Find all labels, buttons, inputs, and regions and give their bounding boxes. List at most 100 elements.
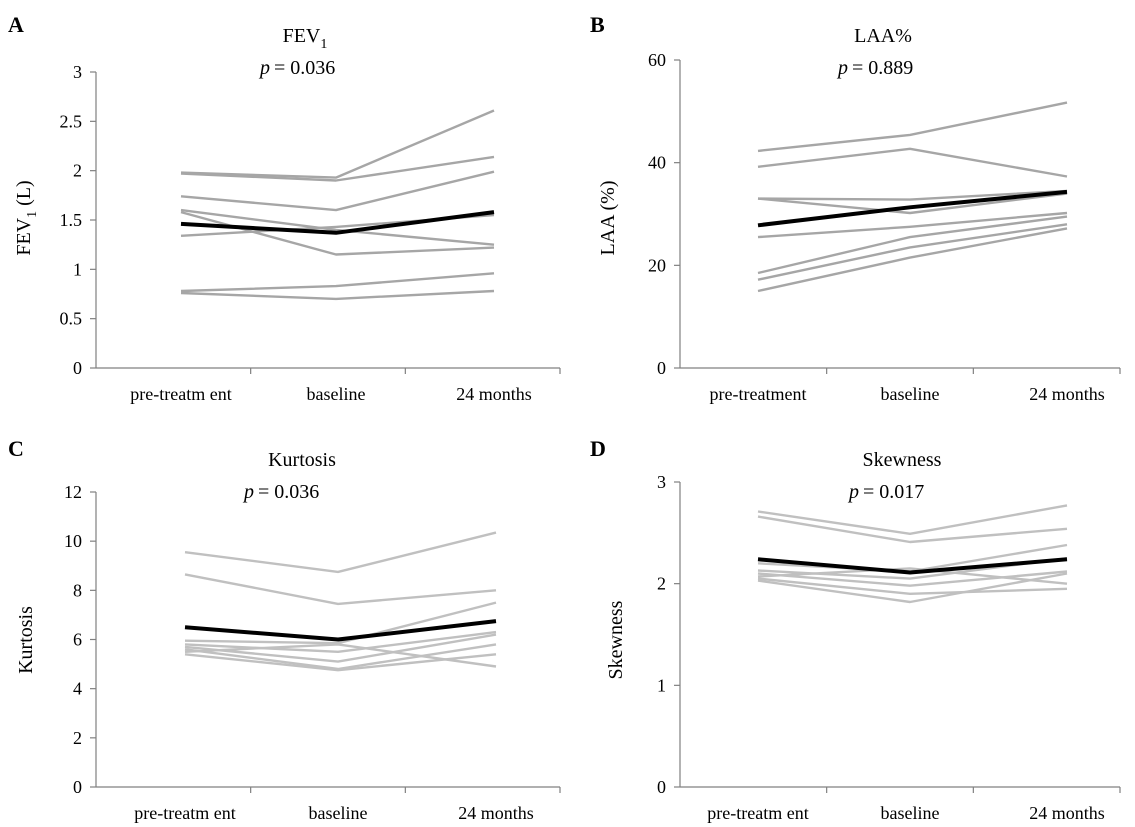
subject-series-line-d [757, 577, 1068, 595]
p-value-text-d: = 0.017 [863, 481, 924, 503]
x-tick-label-b: baseline [881, 384, 940, 404]
panel-a: A FEV1 p = 0.036 FEV1 (L) 00.511.522.53pr… [8, 12, 561, 404]
plot-area-c: 0 2 4 6 8 10 12 pre-treatm ent baseline 24 months [64, 482, 561, 823]
y-tick-label-c: 6 [73, 630, 82, 650]
y-tick-label-a: 0.5 [60, 309, 83, 329]
subject-series-line-a [180, 170, 495, 212]
mean-series-line-a [180, 210, 495, 235]
subject-series-line-c [184, 531, 497, 574]
y-tick-label-c: 10 [64, 531, 82, 551]
subject-series-line-a [180, 208, 495, 246]
y-tick-label-c: 8 [73, 580, 82, 600]
p-label-a: p [258, 57, 270, 79]
y-tick-label-c: 2 [73, 728, 82, 748]
subject-series-line-a [180, 109, 495, 179]
y-tick-label-d: 0 [657, 777, 666, 797]
p-value-text-b: = 0.889 [852, 57, 913, 79]
x-tick-label-d: 24 months [1029, 803, 1105, 823]
y-tick-label-b: 40 [648, 153, 666, 173]
panel-letter-c: C [8, 436, 24, 461]
subject-series-line-b [757, 189, 1068, 201]
plot-area-a: 0 0.5 1 1.5 2 2.5 3 pre-treatm ent baseline 24 mo… [60, 62, 561, 404]
subject-series-line-c [184, 630, 497, 653]
y-tick-label-b: 60 [648, 50, 666, 70]
y-tick-label-a: 1.5 [60, 210, 83, 230]
y-tick-label-b: 20 [648, 255, 666, 275]
subject-series-line-b [757, 147, 1068, 178]
chart-title-c: Kurtosis [268, 449, 336, 471]
plot-area-d: 0 1 2 3 pre-treatm ent baseline 24 months [657, 472, 1121, 823]
chart-title-a: FEV1 [283, 25, 328, 52]
chart-title-text-d: Skewness [863, 449, 942, 471]
y-tick-label-a: 2.5 [60, 111, 83, 131]
x-tick-label-c: pre-treatm ent [134, 803, 235, 823]
y-axis-label-text-a: FEV [13, 217, 35, 255]
mean-series-line-c [184, 619, 497, 642]
subject-series-line-d [757, 515, 1068, 544]
chart-title-sub-a: 1 [320, 37, 327, 52]
x-tick-label-c: 24 months [458, 803, 534, 823]
plot-area-b: 0 20 40 60 pre-treatment baseline 24 months [648, 50, 1121, 404]
subject-series-line-d [757, 504, 1068, 535]
p-value-d: p = 0.017 [847, 481, 924, 503]
subject-series-line-b [757, 211, 1068, 239]
y-tick-label-c: 4 [73, 679, 82, 699]
p-value-a: p = 0.036 [258, 57, 335, 79]
y-axis-label-b: LAA (%) [597, 181, 619, 256]
subject-series-line-b [757, 223, 1068, 281]
mean-series-line-b [757, 189, 1068, 228]
panel-b: B LAA% p = 0.889 LAA (%) 0 20 40 60 pre-treat… [590, 12, 1121, 404]
y-axis-label-text-d: Skewness [605, 600, 627, 679]
panel-letter-d: D [590, 436, 606, 461]
subject-series-line-c [184, 633, 497, 663]
y-axis-label-text-b: LAA (%) [597, 181, 619, 256]
y-axis-label-d: Skewness [605, 600, 627, 679]
y-axis-label-c: Kurtosis [15, 606, 37, 674]
y-tick-label-a: 2 [73, 161, 82, 181]
y-tick-label-d: 2 [657, 574, 666, 594]
p-label-c: p [242, 481, 254, 503]
y-axis-label-sub-a: 1 [25, 211, 40, 218]
subject-series-line-a [180, 155, 495, 182]
x-tick-label-d: baseline [881, 803, 940, 823]
x-tick-label-d: pre-treatm ent [707, 803, 808, 823]
subject-series-line-d [757, 572, 1068, 604]
y-tick-label-a: 0 [73, 358, 82, 378]
y-axis-label-text-c: Kurtosis [15, 606, 37, 674]
p-value-b: p = 0.889 [836, 57, 913, 79]
x-tick-label-a: pre-treatm ent [130, 384, 231, 404]
subject-series-line-b [757, 101, 1068, 153]
p-value-c: p = 0.036 [242, 481, 319, 503]
chart-title-text-b: LAA% [854, 25, 912, 47]
subject-series-line-a [180, 272, 495, 293]
subject-series-line-c [184, 643, 497, 671]
y-tick-label-b: 0 [657, 358, 666, 378]
y-tick-label-d: 3 [657, 472, 666, 492]
subject-series-line-b [757, 215, 1068, 275]
x-tick-label-b: 24 months [1029, 384, 1105, 404]
x-tick-label-b: pre-treatment [710, 384, 807, 404]
mean-series-line-d [757, 557, 1068, 575]
y-tick-label-c: 12 [64, 482, 82, 502]
y-axis-label-suffix-a: (L) [13, 180, 35, 211]
p-label-b: p [836, 57, 848, 79]
y-tick-label-a: 3 [73, 62, 82, 82]
chart-title-d: Skewness [863, 449, 942, 471]
subject-series-line-c [184, 643, 497, 668]
subject-series-line-b [757, 192, 1068, 215]
p-value-text-c: = 0.036 [258, 481, 319, 503]
y-tick-label-a: 1 [73, 259, 82, 279]
subject-series-line-d [757, 570, 1068, 587]
panel-letter-b: B [590, 12, 605, 37]
chart-title-b: LAA% [854, 25, 912, 47]
p-value-text-a: = 0.036 [274, 57, 335, 79]
panel-d: D Skewness p = 0.017 Skewness 0 1 2 3 pre-tre… [590, 436, 1121, 823]
panel-letter-a: A [8, 12, 24, 37]
subject-series-line-b [757, 227, 1068, 293]
y-tick-label-d: 1 [657, 675, 666, 695]
chart-title-text-c: Kurtosis [268, 449, 336, 471]
subject-series-line-c [184, 573, 497, 606]
subject-series-line-a [180, 289, 495, 301]
subject-series-line-d [757, 567, 1068, 585]
